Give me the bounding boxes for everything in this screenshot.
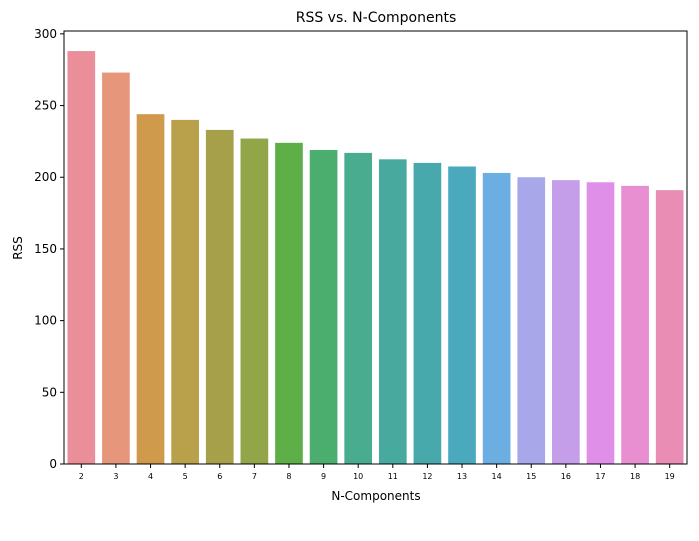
x-tick-label-3: 3 xyxy=(113,472,118,481)
bar-12 xyxy=(413,162,442,464)
x-axis-label: N-Components xyxy=(331,489,420,503)
y-tick-label: 200 xyxy=(34,170,57,184)
bar-10 xyxy=(344,152,373,464)
x-tick-label-12: 12 xyxy=(422,472,432,481)
bar-18 xyxy=(621,185,649,464)
chart-title: RSS vs. N-Components xyxy=(296,10,457,26)
bar-3 xyxy=(102,72,130,464)
bar-17 xyxy=(586,182,615,464)
x-axis-ticks: 2 3 4 5 6 7 8 9 10 11 12 13 14 15 16 17 18 19 xyxy=(79,464,675,481)
x-tick-label-10: 10 xyxy=(353,472,363,481)
x-tick-label-7: 7 xyxy=(252,472,257,481)
bar-14 xyxy=(482,172,511,464)
y-tick-label: 50 xyxy=(42,385,57,399)
x-tick-label-16: 16 xyxy=(561,472,571,481)
bar-9 xyxy=(309,150,338,464)
x-tick-label-19: 19 xyxy=(665,472,675,481)
bar-5 xyxy=(171,119,199,464)
x-tick-label-6: 6 xyxy=(217,472,222,481)
bar-15 xyxy=(517,177,546,464)
x-tick-label-15: 15 xyxy=(526,472,536,481)
bar-6 xyxy=(205,129,234,464)
bar-19 xyxy=(655,190,684,464)
y-tick-label: 300 xyxy=(34,27,57,41)
bar-2 xyxy=(67,51,96,464)
x-tick-label-5: 5 xyxy=(183,472,188,481)
bar-11 xyxy=(378,159,407,464)
x-tick-label-8: 8 xyxy=(286,472,291,481)
plot-frame xyxy=(63,30,688,465)
y-tick-label: 0 xyxy=(49,457,57,471)
x-tick-label-14: 14 xyxy=(492,472,502,481)
bar-16 xyxy=(552,180,580,465)
y-axis-label: RSS xyxy=(11,236,25,260)
bar-7 xyxy=(240,138,269,464)
y-tick-label: 250 xyxy=(34,99,57,113)
bar-13 xyxy=(448,166,476,465)
y-tick-label: 150 xyxy=(34,242,57,256)
x-tick-label-18: 18 xyxy=(630,472,640,481)
x-tick-label-2: 2 xyxy=(79,472,84,481)
bars-group xyxy=(67,51,684,465)
y-axis-ticks: 0 50 100 150 200 250 300 xyxy=(34,27,64,471)
x-tick-label-17: 17 xyxy=(595,472,605,481)
bar-8 xyxy=(275,142,303,464)
x-tick-label-11: 11 xyxy=(388,472,398,481)
x-tick-label-9: 9 xyxy=(321,472,326,481)
x-tick-label-13: 13 xyxy=(457,472,467,481)
bar-4 xyxy=(136,114,165,464)
x-tick-label-4: 4 xyxy=(148,472,153,481)
y-tick-label: 100 xyxy=(34,314,57,328)
